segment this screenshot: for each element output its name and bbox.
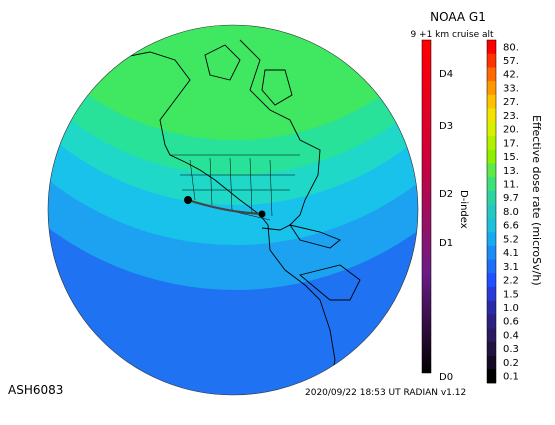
dose-rate-cell xyxy=(487,245,496,260)
globe-outline xyxy=(47,24,419,396)
d-index-label: D2 xyxy=(439,189,453,200)
dose-rate-cell xyxy=(487,273,496,288)
baffin-island xyxy=(261,69,293,106)
dose-rate-label: 1.5 xyxy=(503,289,519,300)
dose-rate-cell xyxy=(487,149,496,164)
dose-rate-label: 5.2 xyxy=(503,234,519,245)
dose-rate-label: 0.3 xyxy=(503,344,519,355)
south-america-north xyxy=(299,264,361,301)
product-title: NOAA G1 xyxy=(430,10,486,24)
dose-rate-label: 6.6 xyxy=(503,221,519,232)
dose-rate-label: 8.0 xyxy=(503,207,519,218)
dose-rate-cell xyxy=(487,355,496,370)
dose-rate-label: 17. xyxy=(503,138,519,149)
arctic-island xyxy=(204,44,241,81)
origin-airport-marker xyxy=(184,196,192,204)
dose-rate-cell xyxy=(487,300,496,315)
d-index-label: D4 xyxy=(439,69,453,80)
dose-rate-label: 42. xyxy=(503,70,519,81)
dose-rate-label: 33. xyxy=(503,83,519,94)
dose-rate-cell xyxy=(487,328,496,343)
dose-rate-label: 0.4 xyxy=(503,330,519,341)
d-index-label: D3 xyxy=(439,121,453,132)
dose-rate-cell xyxy=(487,314,496,329)
route-line xyxy=(187,198,263,216)
d-index-label: D0 xyxy=(439,372,453,383)
caribbean-islands xyxy=(288,224,341,249)
globe xyxy=(48,25,418,395)
dose-rate-cell xyxy=(487,232,496,247)
dose-rate-cell xyxy=(487,369,496,384)
dose-rate-cell xyxy=(487,177,496,192)
dose-rate-cell xyxy=(487,122,496,137)
dose-rate-cell xyxy=(487,108,496,123)
destination-airport-marker xyxy=(258,210,266,218)
dose-rate-label: 3.1 xyxy=(503,262,519,273)
dose-rate-cell xyxy=(487,286,496,301)
dose-rate-label: 2.2 xyxy=(503,276,519,287)
dose-rate-labels: 80. 57. 42. 33. 27. 23. 20. 17. 15. 13. 11. 9.7 8.0 6… xyxy=(503,42,519,382)
timestamp-model: 2020/09/22 18:53 UT RADIAN v1.12 xyxy=(305,388,466,398)
dose-rate-cell xyxy=(487,67,496,82)
d-index-labels: D4 D3 D2 D1 D0 xyxy=(439,69,453,383)
dose-rate-label: 0.2 xyxy=(503,358,519,369)
dose-rate-cell xyxy=(487,163,496,178)
dose-rate-cell xyxy=(487,81,496,96)
dose-rate-label: 23. xyxy=(503,111,519,122)
d-index-gradient xyxy=(421,39,432,374)
dose-rate-cell xyxy=(487,40,496,55)
dose-rate-label: 15. xyxy=(503,152,519,163)
dose-rate-label: 13. xyxy=(503,166,519,177)
altitude-subtitle: 9 +1 km cruise alt xyxy=(410,30,494,40)
dose-rate-cell xyxy=(487,218,496,233)
dose-rate-cell xyxy=(487,259,496,274)
dose-rate-cell xyxy=(487,341,496,356)
dose-rate-label: 4.1 xyxy=(503,248,519,259)
d-index-axis-label: D-index xyxy=(458,190,469,229)
dose-rate-cells xyxy=(486,39,497,384)
dose-rate-label: 80. xyxy=(503,42,519,53)
dose-rate-label: 0.1 xyxy=(503,372,519,383)
dose-rate-axis-label: Effective dose rate (microSv/h) xyxy=(530,115,543,286)
flight-route xyxy=(184,196,266,218)
dose-rate-cell xyxy=(487,136,496,151)
state-lines-horizontal xyxy=(180,174,295,191)
dose-rate-label: 0.6 xyxy=(503,317,519,328)
dose-rate-cell xyxy=(487,94,496,109)
dose-rate-cell xyxy=(487,204,496,219)
scenario-id: ASH6083 xyxy=(8,383,63,397)
dose-rate-frame xyxy=(486,39,497,384)
dose-rate-label: 57. xyxy=(503,56,519,67)
dose-rate-cell xyxy=(487,53,496,68)
dose-rate-label: 11. xyxy=(503,179,519,190)
state-lines-vertical xyxy=(189,157,273,217)
d-index-colorbar: D4 D3 D2 D1 D0 D-index xyxy=(421,39,469,383)
dose-rate-label: 9.7 xyxy=(503,193,519,204)
d-index-label: D1 xyxy=(439,238,453,249)
dose-rate-cell xyxy=(487,190,496,205)
dose-rate-label: 27. xyxy=(503,97,519,108)
dose-rate-label: 20. xyxy=(503,125,519,136)
dose-rate-colorbar: 80. 57. 42. 33. 27. 23. 20. 17. 15. 13. 11. 9.7 8.0 6… xyxy=(486,39,543,384)
dose-rate-label: 1.0 xyxy=(503,303,519,314)
